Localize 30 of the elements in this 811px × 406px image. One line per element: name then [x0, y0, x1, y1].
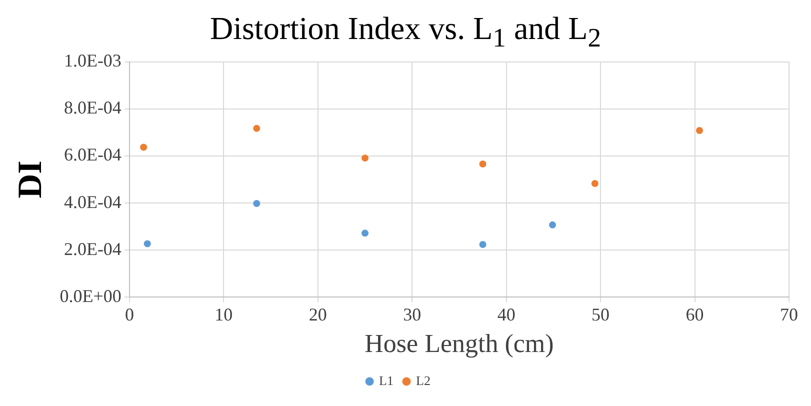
- y-tick-label: 6.0E-04: [64, 144, 122, 165]
- point: [479, 240, 486, 248]
- point: [696, 127, 703, 134]
- point: [549, 221, 556, 228]
- x-tick-label: 40: [497, 304, 516, 325]
- point: [362, 230, 368, 237]
- y-tick-label: 0.0E+00: [60, 286, 122, 306]
- point: [362, 154, 368, 162]
- x-axis-title: Hose Length (cm): [364, 329, 554, 358]
- x-tick-label: 60: [686, 304, 704, 325]
- point: [253, 124, 260, 132]
- y-tick-label: 1.0E-03: [64, 50, 122, 71]
- point: [479, 160, 486, 168]
- x-tick-label: 20: [308, 304, 327, 325]
- chart-title: Distortion Index vs. L$_{1}$ and L$_{2}$: [208, 9, 602, 52]
- x-tick-label: 10: [214, 304, 233, 325]
- x-tick-label: 0: [124, 304, 134, 325]
- x-tick-label: 30: [403, 304, 422, 325]
- x-tick-label: 50: [592, 304, 610, 325]
- y-tick-label: 4.0E-04: [64, 192, 122, 212]
- y-tick-label: 2.0E-04: [64, 238, 122, 259]
- legend-label: L1: [379, 372, 394, 388]
- legend-label: L2: [416, 372, 430, 388]
- point: [253, 200, 260, 208]
- x-tick-label: 70: [780, 304, 798, 325]
- point: [140, 144, 148, 151]
- point: [144, 240, 151, 248]
- y-tick-label: 8.0E-04: [64, 98, 122, 118]
- y-axis-title: DI: [12, 160, 50, 198]
- point: [591, 180, 598, 187]
